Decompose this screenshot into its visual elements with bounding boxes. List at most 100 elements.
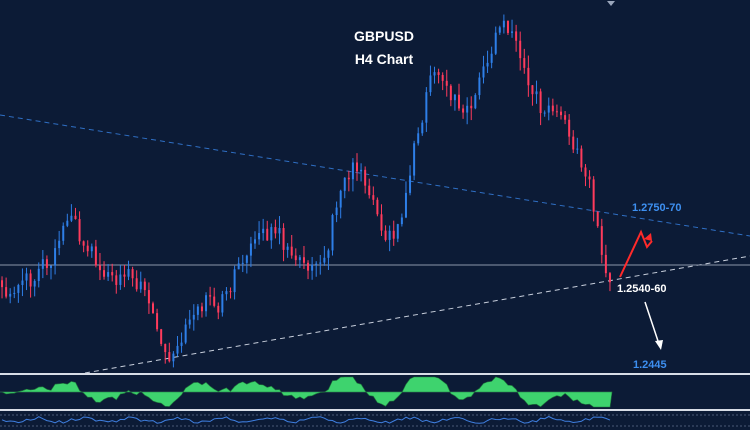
bearish-candle (531, 85, 534, 95)
bearish-candle (123, 274, 126, 277)
bullish-candle (453, 94, 456, 101)
bullish-candle (70, 215, 73, 221)
oscillator-histogram (0, 376, 613, 408)
bearish-candle (445, 80, 448, 86)
bullish-candle (388, 230, 391, 240)
bullish-candle (494, 32, 497, 54)
bullish-candle (33, 280, 36, 287)
bullish-candle (176, 345, 179, 354)
bullish-candle (311, 264, 314, 271)
bullish-candle (127, 269, 130, 277)
bearish-candle (376, 199, 379, 215)
lower-indicator-pane (0, 411, 750, 430)
bearish-candle (368, 185, 371, 196)
bullish-candle (139, 281, 142, 290)
bullish-candle (221, 294, 224, 313)
support-level-label: 1.2540-60 (617, 283, 667, 295)
bearish-candle (560, 111, 562, 116)
bullish-candle (547, 105, 550, 113)
bearish-candle (266, 228, 269, 241)
bearish-candle (103, 270, 106, 277)
bearish-candle (213, 296, 216, 306)
bearish-candle (608, 273, 611, 283)
bullish-candle (576, 148, 579, 150)
bullish-candle (249, 243, 252, 256)
bullish-candle (17, 285, 20, 293)
bearish-candle (584, 167, 587, 177)
bullish-candle (13, 292, 16, 294)
bearish-candle (282, 227, 285, 250)
bullish-candle (119, 274, 122, 285)
bullish-candle (90, 246, 93, 252)
bearish-candle (29, 273, 32, 287)
bullish-candle (502, 20, 505, 28)
bearish-candle (384, 230, 387, 240)
bearish-candle (78, 219, 81, 242)
bullish-candle (535, 91, 538, 95)
bullish-candle (498, 27, 501, 33)
bearish-candle (5, 287, 8, 297)
bearish-candle (364, 169, 367, 186)
bullish-candle (425, 92, 428, 123)
bearish-candle (152, 303, 154, 314)
bullish-candle (482, 66, 485, 78)
bearish-candle (470, 105, 473, 109)
bullish-candle (511, 31, 514, 33)
chart-shift-marker (607, 1, 615, 6)
bullish-candle (180, 342, 183, 346)
bearish-candle (217, 305, 220, 313)
bearish-candle (519, 40, 522, 59)
bullish-candle (327, 250, 330, 258)
bearish-candle (555, 111, 558, 113)
bearish-candle (98, 265, 101, 271)
ascending-trendline (84, 255, 750, 374)
bullish-candle (396, 224, 399, 239)
bullish-candle (37, 268, 40, 281)
bearish-candle (131, 269, 134, 279)
bearish-candle (290, 246, 293, 256)
bullish-candle (205, 295, 208, 312)
chart-symbol: GBPUSD (354, 28, 414, 44)
bearish-candle (94, 246, 97, 266)
bullish-candle (41, 259, 44, 269)
bearish-candle (229, 291, 232, 293)
bearish-candle (160, 329, 163, 344)
bullish-candle (433, 72, 436, 76)
bearish-arrow-head (655, 340, 663, 350)
bullish-candle (360, 169, 363, 172)
resistance-level-label: 1.2750-70 (632, 202, 682, 214)
bullish-candle (323, 257, 326, 263)
bullish-candle (343, 177, 346, 191)
bullish-candle (278, 227, 281, 234)
bearish-candle (592, 179, 595, 212)
bearish-candle (539, 91, 542, 114)
bullish-candle (107, 272, 110, 277)
bullish-candle (351, 162, 354, 180)
bearish-candle (380, 214, 383, 231)
bullish-candle (409, 175, 412, 193)
bullish-candle (66, 220, 69, 226)
bearish-candle (111, 272, 114, 276)
bearish-candle (86, 245, 89, 252)
bullish-candle (262, 228, 265, 234)
bullish-candle (241, 262, 244, 264)
bullish-candle (404, 192, 407, 218)
descending-trendline (0, 114, 750, 237)
bearish-candle (580, 148, 583, 168)
bullish-candle (400, 217, 403, 225)
bullish-projection-arrow (619, 229, 653, 278)
bullish-candle (196, 306, 199, 315)
bullish-candle (62, 225, 65, 241)
bearish-candle (356, 162, 358, 172)
bullish-candle (188, 319, 191, 325)
bearish-candle (302, 257, 305, 263)
bearish-candle (515, 31, 518, 41)
bearish-candle (82, 241, 85, 246)
bullish-candle (270, 227, 273, 241)
bullish-candle (184, 324, 187, 343)
bearish-candle (156, 313, 159, 330)
bullish-candle (543, 112, 546, 114)
bullish-candle (245, 255, 248, 263)
bearish-candle (551, 105, 554, 112)
